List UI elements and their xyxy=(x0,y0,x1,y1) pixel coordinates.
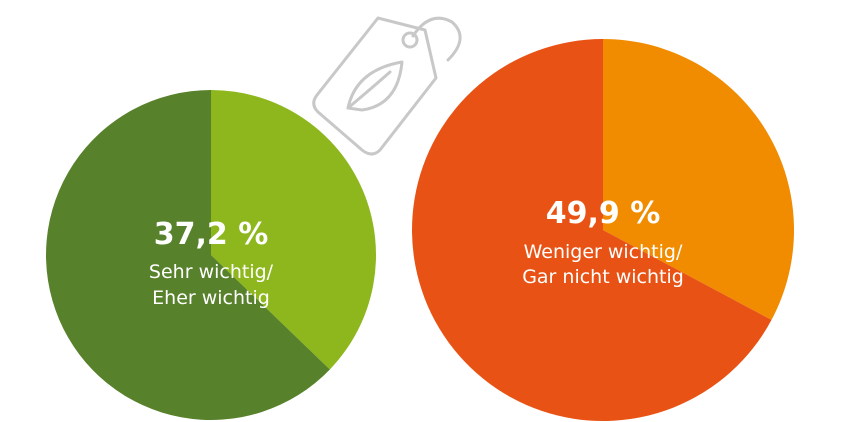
pie-category-label-line1: Weniger wichtig/ xyxy=(524,241,683,263)
pie-chart-importance: 37,2 % Sehr wichtig/ Eher wichtig xyxy=(45,90,376,420)
pie-slice-0 xyxy=(211,90,376,370)
pie-slice-0 xyxy=(603,39,794,320)
eco-leaf-tag-icon xyxy=(312,16,462,156)
pie-slice-1 xyxy=(45,90,330,420)
pie-chart-unimportance: 49,9 % Weniger wichtig/ Gar nicht wichti… xyxy=(412,39,794,422)
pie-value-label: 37,2 % xyxy=(154,217,269,252)
pie-slice-1 xyxy=(412,39,772,422)
pie-category-label-line1: Sehr wichtig/ xyxy=(149,261,274,283)
pie-category-label-line2: Gar nicht wichtig xyxy=(522,266,684,288)
pie-value-label: 49,9 % xyxy=(546,196,661,231)
pie-category-label-line2: Eher wichtig xyxy=(152,287,270,309)
